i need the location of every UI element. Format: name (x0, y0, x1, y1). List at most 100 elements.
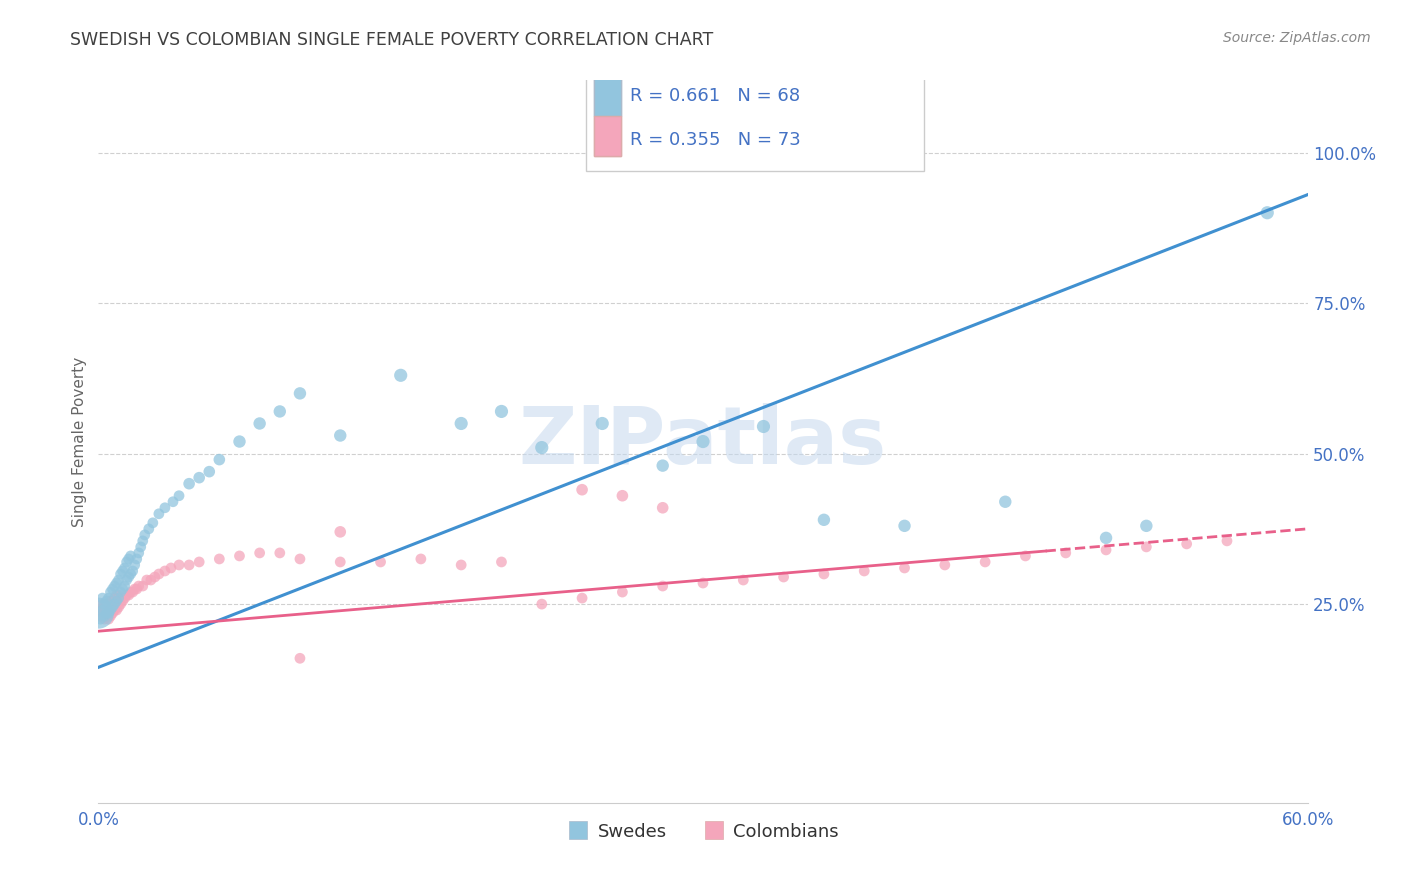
Point (96, 594, 118, 608)
Point (118, 588, 141, 602)
Point (103, 597, 125, 611)
Point (651, 458, 673, 473)
Point (530, 597, 553, 611)
Point (974, 555, 997, 569)
Point (143, 570, 166, 584)
Point (1216, 533, 1239, 548)
Point (139, 573, 162, 587)
Point (128, 546, 150, 560)
Point (115, 588, 138, 602)
Point (651, 500, 673, 515)
FancyBboxPatch shape (586, 77, 924, 170)
Text: R = 0.661   N = 68: R = 0.661 N = 68 (630, 87, 800, 105)
Point (138, 522, 160, 536)
Point (228, 549, 250, 563)
Point (89, 609, 111, 624)
Point (101, 606, 124, 620)
Point (370, 555, 392, 569)
Point (97, 612, 120, 626)
Point (93, 609, 115, 624)
Point (160, 561, 183, 575)
Point (1014, 549, 1036, 563)
Point (491, 555, 513, 569)
Point (148, 567, 170, 582)
Point (571, 591, 593, 606)
Point (288, 651, 311, 665)
Point (162, 494, 184, 508)
Point (107, 573, 129, 587)
Point (450, 558, 472, 572)
Point (111, 594, 134, 608)
Point (91, 606, 114, 620)
Point (893, 519, 915, 533)
Point (188, 471, 211, 485)
Point (329, 428, 352, 442)
Point (97, 600, 120, 615)
Point (288, 386, 311, 401)
Point (612, 489, 634, 503)
Point (107, 600, 129, 615)
Point (110, 585, 132, 599)
Point (103, 591, 125, 606)
Point (692, 434, 714, 449)
Point (103, 603, 125, 617)
Point (179, 476, 201, 491)
Point (612, 585, 634, 599)
Point (853, 564, 876, 578)
Point (105, 594, 128, 608)
Point (91, 591, 114, 606)
Point (167, 489, 190, 503)
Point (105, 603, 128, 617)
Point (1095, 531, 1118, 545)
Point (179, 558, 201, 572)
Point (105, 588, 128, 602)
Point (93, 600, 115, 615)
Point (125, 552, 148, 566)
Text: R = 0.355   N = 73: R = 0.355 N = 73 (630, 130, 801, 149)
Point (110, 567, 132, 582)
Point (107, 591, 129, 606)
Point (409, 552, 432, 566)
Point (114, 591, 136, 606)
Point (135, 573, 157, 587)
Point (934, 558, 956, 572)
Point (450, 417, 472, 431)
Point (249, 546, 271, 560)
Point (97, 606, 120, 620)
Point (228, 434, 250, 449)
Point (148, 507, 170, 521)
Point (114, 579, 136, 593)
Point (249, 417, 271, 431)
Point (208, 452, 231, 467)
Point (1256, 205, 1278, 219)
Point (389, 368, 412, 383)
Point (111, 582, 134, 596)
Point (124, 582, 146, 596)
Point (772, 570, 794, 584)
FancyBboxPatch shape (595, 77, 621, 117)
Point (103, 579, 125, 593)
Point (198, 465, 221, 479)
Point (269, 404, 291, 418)
Point (101, 600, 124, 615)
Point (329, 555, 352, 569)
Point (96, 597, 118, 611)
Point (91, 597, 114, 611)
Point (125, 582, 148, 596)
Point (121, 564, 143, 578)
Point (288, 552, 311, 566)
Point (530, 441, 553, 455)
Point (111, 564, 134, 578)
Point (1135, 519, 1157, 533)
Point (89, 612, 111, 626)
Point (114, 561, 136, 575)
Point (188, 555, 211, 569)
Point (118, 552, 141, 566)
Point (1054, 546, 1077, 560)
Point (813, 513, 835, 527)
Point (100, 594, 122, 608)
Point (118, 570, 141, 584)
Point (96, 609, 118, 624)
Point (107, 588, 129, 602)
Point (491, 404, 513, 418)
